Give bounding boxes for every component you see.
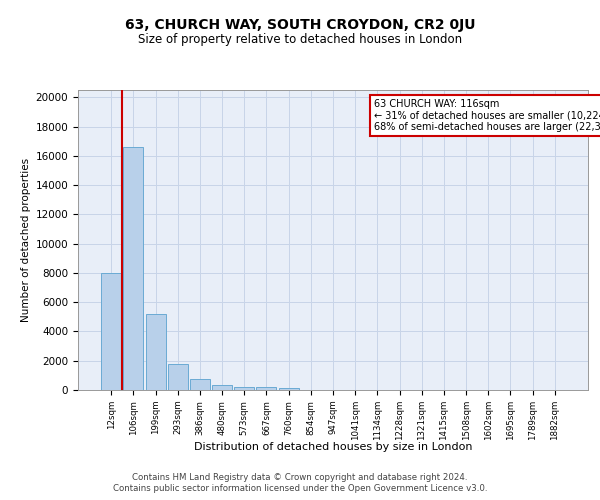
Bar xyxy=(190,379,210,390)
Text: 63 CHURCH WAY: 116sqm
← 31% of detached houses are smaller (10,224)
68% of semi-: 63 CHURCH WAY: 116sqm ← 31% of detached … xyxy=(374,99,600,132)
Text: Distribution of detached houses by size in London: Distribution of detached houses by size … xyxy=(194,442,472,452)
Y-axis label: Number of detached properties: Number of detached properties xyxy=(22,158,31,322)
Bar xyxy=(234,387,254,390)
Text: 63, CHURCH WAY, SOUTH CROYDON, CR2 0JU: 63, CHURCH WAY, SOUTH CROYDON, CR2 0JU xyxy=(125,18,475,32)
Text: Size of property relative to detached houses in London: Size of property relative to detached ho… xyxy=(138,32,462,46)
Bar xyxy=(168,364,188,390)
Text: Contains public sector information licensed under the Open Government Licence v3: Contains public sector information licen… xyxy=(113,484,487,493)
Bar xyxy=(124,147,143,390)
Bar xyxy=(212,385,232,390)
Bar xyxy=(278,388,299,390)
Text: Contains HM Land Registry data © Crown copyright and database right 2024.: Contains HM Land Registry data © Crown c… xyxy=(132,472,468,482)
Bar xyxy=(101,273,121,390)
Bar xyxy=(146,314,166,390)
Bar xyxy=(256,387,277,390)
